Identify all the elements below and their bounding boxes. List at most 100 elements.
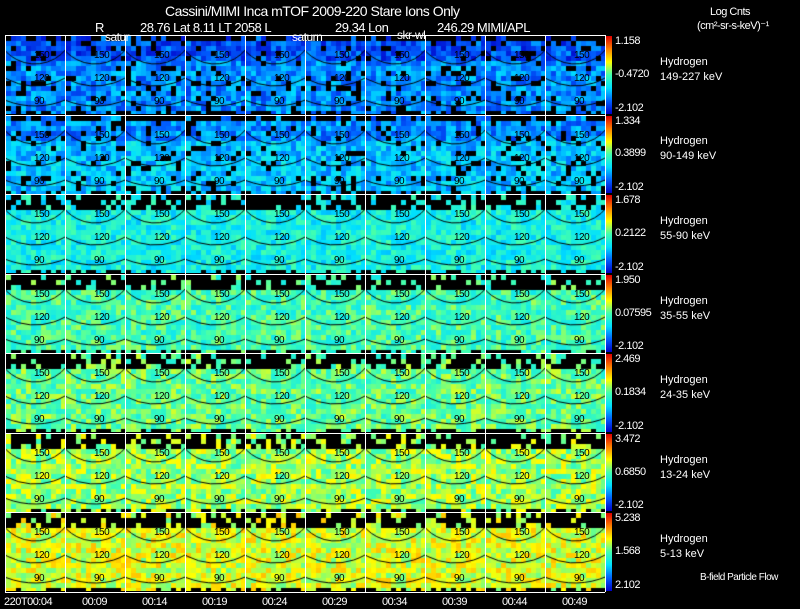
heatmap-panel: 150 120 90 (546, 354, 605, 433)
heatmap-cells (306, 195, 365, 274)
contour-label: 150 (94, 50, 110, 61)
grid-line (5, 592, 605, 593)
colorbar-cmin: -2.102 (615, 340, 644, 353)
contour-label: 150 (34, 50, 50, 61)
x-tick-label: 00:14 (142, 596, 168, 608)
contour-label: 90 (214, 96, 225, 107)
heatmap-panel: 150 120 90 (306, 354, 365, 433)
contour-label: 120 (574, 311, 590, 323)
contour-label: 90 (154, 96, 165, 107)
grid-line (485, 35, 486, 592)
grid-line (65, 35, 66, 592)
heatmap-panel: 150 120 90 (366, 115, 425, 194)
contour-label: 150 (454, 368, 470, 380)
contour-label: 90 (94, 175, 105, 187)
contour-label: 150 (334, 447, 350, 459)
contour-label: 90 (274, 414, 285, 426)
contour-label: 90 (94, 96, 105, 107)
heatmap-panel: 150 120 90 (66, 195, 125, 274)
species: Hydrogen (660, 533, 708, 546)
contour-label: 150 (34, 129, 50, 141)
heatmap-cells (546, 513, 605, 592)
colorbar-cmin: -2.102 (615, 419, 644, 432)
contour-label: 90 (154, 573, 165, 585)
contour-label: 120 (34, 550, 50, 562)
grid-line (245, 35, 246, 592)
contour-label: 90 (574, 573, 585, 585)
contour-label: 150 (94, 368, 110, 380)
heatmap-cells (6, 36, 65, 114)
heatmap-panel: 150 120 90 (426, 115, 485, 194)
heatmap-cells (486, 274, 545, 353)
contour-label: 90 (394, 255, 405, 267)
contour-label: 120 (154, 311, 170, 323)
contour-label: 120 (274, 232, 290, 244)
contour-label: 90 (94, 493, 105, 505)
contour-label: 150 (94, 527, 110, 539)
contour-label: 120 (454, 550, 470, 562)
contour-label: 120 (334, 73, 350, 84)
contour-label: 150 (514, 288, 530, 300)
heatmap-cells (306, 115, 365, 194)
heatmap-cells (306, 274, 365, 353)
contour-label: 150 (334, 288, 350, 300)
contour-label: 150 (274, 50, 290, 61)
colorbar-cmin: -2.102 (615, 101, 644, 114)
heatmap-cells (186, 195, 245, 274)
heatmap-cells (366, 195, 425, 274)
species: Hydrogen (660, 214, 708, 227)
contour-label: 90 (94, 414, 105, 426)
heatmap-cells (366, 354, 425, 433)
x-tick-label: 00:29 (322, 596, 348, 608)
contour-label: 90 (514, 573, 525, 585)
contour-label: 120 (334, 152, 350, 164)
contour-label: 120 (94, 550, 110, 562)
heatmap-cells (66, 354, 125, 433)
heatmap-cells (546, 115, 605, 194)
grid-line (5, 353, 605, 355)
contour-label: 90 (94, 255, 105, 267)
heatmap-cells (6, 354, 65, 433)
contour-label: 90 (394, 175, 405, 187)
contour-label: 120 (214, 73, 230, 84)
energy-range: 5-13 keV (660, 548, 705, 561)
contour-label: 120 (514, 232, 530, 244)
contour-label: 90 (274, 573, 285, 585)
heatmap-cells (246, 195, 305, 274)
contour-label: 120 (94, 391, 110, 403)
heatmap-panel: 150 120 90 (366, 433, 425, 512)
contour-label: 120 (394, 232, 410, 244)
contour-label: 90 (394, 334, 405, 346)
contour-label: 90 (214, 175, 225, 187)
overlay-label-saturn: saturn (292, 30, 323, 44)
heatmap-cells (486, 354, 545, 433)
contour-label: 90 (574, 175, 585, 187)
colorbar-cmax: 1.158 (615, 35, 641, 47)
species: Hydrogen (660, 453, 708, 466)
contour-label: 150 (34, 209, 50, 221)
contour-label: 90 (454, 334, 465, 346)
colorbar-cmin: 2.102 (615, 579, 641, 591)
contour-label: 90 (394, 573, 405, 585)
heatmap-cells (66, 433, 125, 512)
heatmap-cells (66, 115, 125, 194)
overlay-label-satur: satur (105, 30, 130, 44)
heatmap-panel: 150 120 90 (6, 195, 65, 274)
heatmap-cells (486, 433, 545, 512)
heatmap-cells (426, 195, 485, 274)
contour-label: 120 (394, 152, 410, 164)
contour-label: 120 (514, 470, 530, 482)
heatmap-cells (486, 115, 545, 194)
contour-label: 150 (574, 447, 590, 459)
heatmap-panel: 150 120 90 (126, 354, 185, 433)
heatmap-panel: 150 120 90 (186, 513, 245, 592)
heatmap-cells (66, 274, 125, 353)
contour-label: 150 (514, 447, 530, 459)
contour-label: 120 (454, 470, 470, 482)
contour-label: 120 (574, 73, 590, 84)
contour-label: 90 (514, 414, 525, 426)
heatmap-panel: 150 120 90 (126, 433, 185, 512)
contour-label: 120 (94, 311, 110, 323)
contour-label: 120 (34, 470, 50, 482)
heatmap-cells (66, 513, 125, 592)
